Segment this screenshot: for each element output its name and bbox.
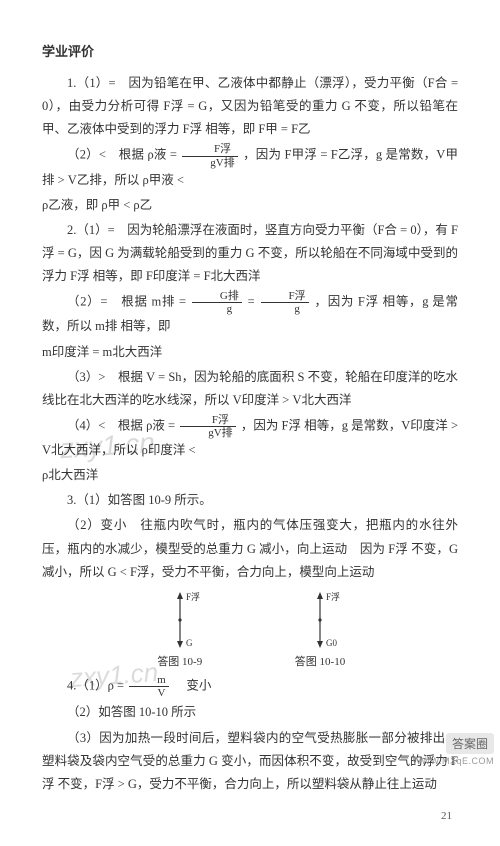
label-fup: F浮: [326, 591, 340, 602]
paragraph-2c: ρ乙液，即 ρ甲 < ρ乙: [42, 194, 458, 217]
text: （2）= 根据 m排 =: [67, 295, 190, 309]
label-g0: G0: [326, 638, 337, 648]
diagram-row: F浮 G 答图 10-9 F浮 G0 答图 10-10: [42, 590, 458, 672]
paragraph-9: 4.（1）ρ = m V 变小: [42, 674, 458, 699]
paragraph-1: 1.（1）= 因为铅笔在甲、乙液体中都静止（漂浮），受力平衡（F合 = 0），由…: [42, 72, 458, 141]
paragraph-11: （3）因为加热一段时间后，塑料袋内的空气受热膨胀一部分被排出，塑料袋及袋内空气受…: [42, 727, 458, 796]
fraction-2: G排 g: [192, 290, 242, 315]
paragraph-6c: ρ北大西洋: [42, 464, 458, 487]
page-number: 21: [42, 806, 458, 826]
paragraph-6a: （4）< 根据 ρ液 = F浮 gV排 ，因为 F浮 相等，g 是常数，V印度洋…: [42, 414, 458, 462]
paragraph-10: （2）如答图 10-10 所示: [42, 701, 458, 724]
footer-badge: 答案圈 WWW.MXqE.COM: [413, 733, 495, 766]
diagram-2: F浮 G0 答图 10-10: [295, 590, 345, 672]
section-heading: 学业评价: [42, 40, 458, 64]
paragraph-4c: m印度洋 = m北大西洋: [42, 341, 458, 364]
label-g: G: [186, 638, 193, 648]
fraction-4: F浮 gV排: [180, 414, 235, 439]
paragraph-8: （2）变小 往瓶内吹气时，瓶内的气体压强变大，把瓶内的水往外压，瓶内的水减少，模…: [42, 514, 458, 583]
caption-2: 答图 10-10: [295, 652, 345, 672]
paragraph-4a: （2）= 根据 m排 = G排 g = F浮 g ，因为 F浮 相等，g 是常数…: [42, 290, 458, 338]
badge-text: 答案圈: [446, 733, 494, 754]
text: 变小: [174, 679, 212, 693]
paragraph-2a: （2）< 根据 ρ液 = F浮 gV排 ，因为 F甲浮 = F乙浮，g 是常数，…: [42, 143, 458, 191]
force-diagram-1-svg: F浮 G: [155, 590, 205, 650]
force-diagram-2-svg: F浮 G0: [295, 590, 345, 650]
paragraph-3: 2.（1）= 因为轮船漂浮在液面时，竖直方向受力平衡（F合 = 0），有 F浮 …: [42, 219, 458, 288]
page-content: 学业评价 1.（1）= 因为铅笔在甲、乙液体中都静止（漂浮），受力平衡（F合 =…: [0, 0, 500, 846]
paragraph-5: （3）> 根据 V = Sh，因为轮船的底面积 S 不变，轮船在印度洋的吃水线比…: [42, 366, 458, 412]
text: （4）< 根据 ρ液 =: [67, 418, 178, 432]
paragraph-7: 3.（1）如答图 10-9 所示。: [42, 489, 458, 512]
text: =: [248, 295, 259, 309]
label-fup: F浮: [186, 591, 200, 602]
badge-url: WWW.MXqE.COM: [413, 756, 495, 766]
text: （2）< 根据 ρ液 =: [67, 148, 180, 162]
fraction-5: m V: [129, 674, 169, 699]
fraction-3: F浮 g: [261, 290, 309, 315]
caption-1: 答图 10-9: [157, 652, 202, 672]
fraction-1: F浮 gV排: [182, 143, 237, 168]
text: 4.（1）ρ =: [67, 679, 127, 693]
diagram-1: F浮 G 答图 10-9: [155, 590, 205, 672]
